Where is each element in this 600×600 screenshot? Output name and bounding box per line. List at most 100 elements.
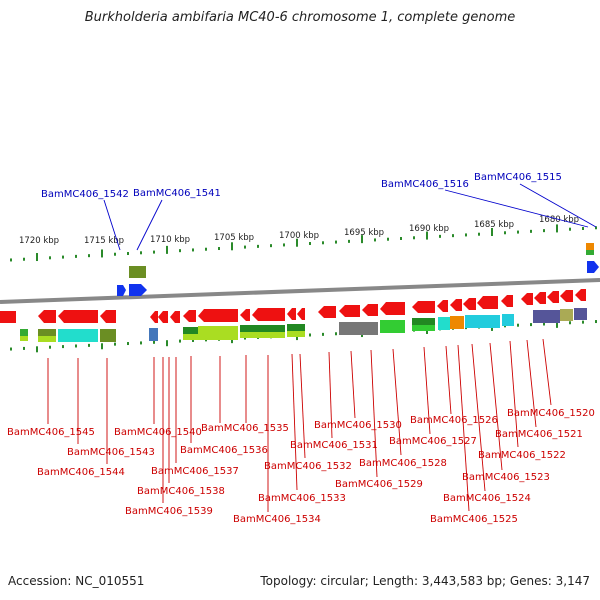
gene-label[interactable]: BamMC406_1543 [67,447,155,458]
gene-label[interactable]: BamMC406_1527 [389,436,477,447]
gene-arrow[interactable] [170,311,180,323]
gene-label[interactable]: BamMC406_1526 [410,415,498,426]
leader-line [423,346,431,435]
gene-label[interactable]: BamMC406_1541 [133,188,221,199]
gene-box[interactable] [38,336,56,342]
gene-label[interactable]: BamMC406_1523 [462,472,550,483]
gene-box[interactable] [38,329,56,336]
gene-box[interactable] [339,322,378,335]
gene-box[interactable] [20,329,28,336]
gene-label[interactable]: BamMC406_1529 [335,479,423,490]
gene-box[interactable] [287,324,305,331]
gene-box[interactable] [58,329,98,342]
gene-arrow[interactable] [575,289,586,301]
gene-arrow[interactable] [150,311,158,323]
gene-label[interactable]: BamMC406_1539 [125,506,213,517]
scale-tick [322,241,324,245]
gene-arrow[interactable] [477,296,498,309]
gene-box[interactable] [586,243,594,250]
gene-arrow[interactable] [521,293,533,305]
gene-arrow[interactable] [587,261,599,273]
gene-arrow[interactable] [183,310,196,322]
gene-box[interactable] [198,326,238,340]
gene-arrow[interactable] [339,305,360,317]
gene-box[interactable] [183,327,198,334]
gene-arrow[interactable] [501,295,513,307]
gene-arrow[interactable] [560,290,573,302]
gene-box[interactable] [560,309,573,321]
gene-label[interactable]: BamMC406_1534 [233,514,321,525]
gene-arrow[interactable] [158,311,168,323]
gene-box[interactable] [412,325,435,331]
gene-box[interactable] [287,331,305,337]
gene-arrow[interactable] [412,301,435,313]
gene-label[interactable]: BamMC406_1532 [264,461,352,472]
gene-arrow[interactable] [318,306,336,318]
leader-line [328,351,333,439]
gene-label[interactable]: BamMC406_1535 [201,423,289,434]
scale-tick [153,340,155,344]
gene-arrow[interactable] [297,308,305,320]
gene-label[interactable]: BamMC406_1525 [430,514,518,525]
gene-label[interactable]: BamMC406_1545 [7,427,95,438]
gene-label[interactable]: BamMC406_1542 [41,189,129,200]
gene-box[interactable] [380,320,405,333]
gene-box[interactable] [149,328,158,341]
gene-box[interactable] [502,314,514,326]
gene-arrow[interactable] [117,285,126,296]
bottom-label-leaders [47,338,552,512]
gene-arrow[interactable] [198,309,238,322]
gene-label[interactable]: BamMC406_1528 [359,458,447,469]
gene-box[interactable] [533,310,560,323]
gene-box[interactable] [412,318,435,325]
gene-box[interactable] [574,308,587,320]
gene-label[interactable]: BamMC406_1536 [180,445,268,456]
gene-box[interactable] [100,329,116,342]
scale-tick [335,240,337,244]
gene-box[interactable] [586,250,594,255]
gene-arrow[interactable] [362,304,378,316]
gene-arrow[interactable] [240,309,250,321]
gene-arrow[interactable] [534,292,546,304]
gene-box[interactable] [438,317,450,330]
gene-box[interactable] [240,332,285,338]
gene-box[interactable] [129,266,146,278]
gene-label[interactable]: BamMC406_1516 [381,179,469,190]
gene-box[interactable] [20,336,28,341]
gene-arrow[interactable] [58,310,98,323]
scale-tick [49,256,51,260]
gene-label[interactable]: BamMC406_1538 [137,486,225,497]
gene-arrow[interactable] [129,284,147,296]
gene-box[interactable] [450,316,464,329]
gene-label[interactable]: BamMC406_1533 [258,493,346,504]
gene-label[interactable]: BamMC406_1520 [507,408,595,419]
gene-box[interactable] [183,334,198,340]
scale-tick [348,239,350,243]
gene-arrow[interactable] [450,299,462,311]
gene-arrow[interactable] [0,311,16,323]
gene-label[interactable]: BamMC406_1544 [37,467,125,478]
scale-tick [23,346,25,350]
gene-arrow[interactable] [547,291,559,303]
gene-arrow[interactable] [38,310,56,323]
scale-tick [88,254,90,258]
gene-arrow[interactable] [252,308,285,321]
gene-arrow[interactable] [463,298,476,310]
gene-arrow[interactable] [437,300,448,312]
gene-label[interactable]: BamMC406_1522 [478,450,566,461]
gene-label[interactable]: BamMC406_1524 [443,493,531,504]
gene-label[interactable]: BamMC406_1515 [474,172,562,183]
gene-label[interactable]: BamMC406_1537 [151,466,239,477]
forward-strand-genes [117,243,599,296]
gene-label[interactable]: BamMC406_1521 [495,429,583,440]
gene-arrow[interactable] [100,310,116,323]
gene-label[interactable]: BamMC406_1531 [290,440,378,451]
gene-box[interactable] [465,315,500,328]
gene-box[interactable] [240,325,285,332]
gene-arrow[interactable] [380,302,405,315]
gene-arrow[interactable] [287,308,296,320]
gene-label[interactable]: BamMC406_1530 [314,420,402,431]
scale-tick [595,320,597,324]
reverse-strand-genes [0,289,586,323]
gene-label[interactable]: BamMC406_1540 [114,427,202,438]
